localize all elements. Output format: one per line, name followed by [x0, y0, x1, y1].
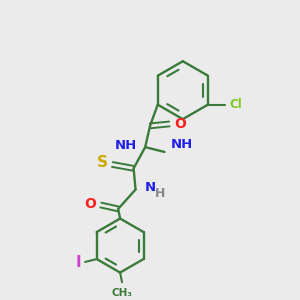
Text: Cl: Cl — [229, 98, 242, 111]
Text: CH₃: CH₃ — [112, 288, 133, 298]
Text: N: N — [145, 181, 156, 194]
Text: O: O — [84, 197, 96, 211]
Text: I: I — [76, 255, 81, 270]
Text: O: O — [174, 117, 186, 131]
Text: S: S — [97, 155, 108, 170]
Text: NH: NH — [170, 138, 193, 151]
Text: NH: NH — [115, 139, 137, 152]
Text: H: H — [155, 187, 165, 200]
